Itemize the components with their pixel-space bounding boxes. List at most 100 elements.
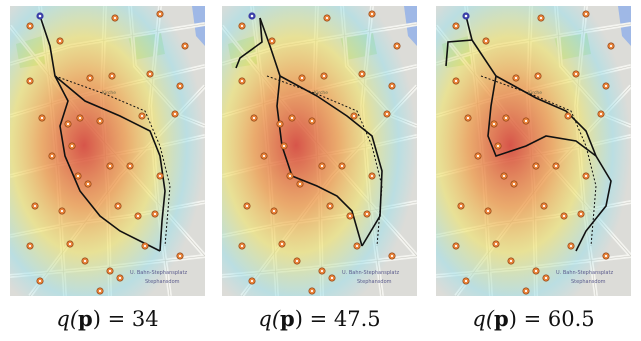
poi-marker-icon [318, 162, 326, 170]
poi-marker-icon [542, 274, 550, 282]
map-label: Stephansdom [357, 279, 392, 285]
poi-marker-icon [512, 74, 520, 82]
map-label: Stephansdom [145, 279, 180, 285]
poi-marker-icon [138, 112, 146, 120]
map-image: U. Bahn-Stephansplatz Stephansdom Kirche [10, 6, 205, 296]
poi-marker-icon [388, 252, 396, 260]
poi-marker-icon [582, 10, 590, 18]
poi-marker-icon [64, 120, 72, 128]
poi-marker-icon [502, 114, 510, 122]
map-panel-3: U. Bahn-Stephansplatz Stephansdom Kirche [436, 6, 631, 296]
poi-marker-icon [353, 242, 361, 250]
poi-marker-icon [457, 202, 465, 210]
poi-marker-icon [564, 112, 572, 120]
poi-marker-icon [388, 82, 396, 90]
poi-marker-icon [500, 172, 508, 180]
poi-marker-icon [582, 172, 590, 180]
poi-marker-icon [534, 72, 542, 80]
poi-marker-icon [537, 14, 545, 22]
poi-marker-icon [350, 112, 358, 120]
caption-1: q(p) = 34 [56, 306, 159, 331]
poi-marker-icon [482, 37, 490, 45]
poi-marker-icon [308, 117, 316, 125]
map-label: Stephansdom [571, 279, 606, 285]
poi-marker-icon [393, 42, 401, 50]
poi-marker-icon [560, 212, 568, 220]
poi-marker-icon [293, 257, 301, 265]
poi-marker-icon [572, 70, 580, 78]
poi-marker-icon [81, 257, 89, 265]
poi-marker-icon [86, 74, 94, 82]
poi-marker-icon [318, 267, 326, 275]
poi-marker-icon [597, 110, 605, 118]
poi-marker-icon [181, 42, 189, 50]
poi-marker-icon [320, 72, 328, 80]
map-label: Kirche [528, 90, 542, 96]
poi-marker-icon [602, 252, 610, 260]
poi-marker-icon [308, 287, 316, 295]
map-label: Kirche [102, 90, 116, 96]
poi-marker-icon [106, 267, 114, 275]
poi-marker-icon [464, 114, 472, 122]
map-pin-icon [36, 12, 44, 20]
poi-marker-icon [238, 242, 246, 250]
poi-marker-icon [48, 152, 56, 160]
poi-marker-icon [96, 287, 104, 295]
poi-marker-icon [323, 14, 331, 22]
poi-marker-icon [36, 277, 44, 285]
map-label: U. Bahn-Stephansplatz [556, 270, 613, 276]
poi-marker-icon [108, 72, 116, 80]
poi-marker-icon [474, 152, 482, 160]
poi-marker-icon [452, 242, 460, 250]
poi-marker-icon [328, 274, 336, 282]
poi-marker-icon [141, 242, 149, 250]
map-label: U. Bahn-Stephansplatz [342, 270, 399, 276]
map-image: U. Bahn-Stephansplatz Stephansdom Kirche [222, 6, 417, 296]
poi-marker-icon [176, 252, 184, 260]
poi-marker-icon [243, 202, 251, 210]
poi-marker-icon [31, 202, 39, 210]
poi-marker-icon [268, 37, 276, 45]
poi-marker-icon [383, 110, 391, 118]
quality-value: 34 [131, 307, 159, 331]
poi-marker-icon [68, 142, 76, 150]
poi-marker-icon [607, 42, 615, 50]
poi-marker-icon [276, 120, 284, 128]
poi-marker-icon [532, 267, 540, 275]
poi-marker-icon [452, 22, 460, 30]
poi-marker-icon [58, 207, 66, 215]
poi-marker-icon [280, 142, 288, 150]
poi-marker-icon [56, 37, 64, 45]
poi-marker-icon [288, 114, 296, 122]
poi-marker-icon [250, 114, 258, 122]
poi-marker-icon [84, 180, 92, 188]
poi-marker-icon [111, 14, 119, 22]
poi-marker-icon [238, 77, 246, 85]
poi-marker-icon [552, 162, 560, 170]
map-label: U. Bahn-Stephansplatz [130, 270, 187, 276]
poi-marker-icon [96, 117, 104, 125]
poi-marker-icon [248, 277, 256, 285]
poi-marker-icon [76, 114, 84, 122]
poi-marker-icon [510, 180, 518, 188]
poi-marker-icon [38, 114, 46, 122]
poi-marker-icon [522, 117, 530, 125]
poi-marker-icon [151, 210, 159, 218]
poi-marker-icon [338, 162, 346, 170]
poi-marker-icon [66, 240, 74, 248]
poi-marker-icon [278, 240, 286, 248]
quality-value: 47.5 [333, 307, 381, 331]
poi-marker-icon [532, 162, 540, 170]
caption-3: q(p) = 60.5 [472, 306, 595, 331]
caption-2: q(p) = 47.5 [258, 306, 381, 331]
poi-marker-icon [270, 207, 278, 215]
poi-marker-icon [567, 242, 575, 250]
map-label: Kirche [314, 90, 328, 96]
map-image: U. Bahn-Stephansplatz Stephansdom Kirche [436, 6, 631, 296]
poi-marker-icon [494, 142, 502, 150]
poi-marker-icon [114, 202, 122, 210]
poi-marker-icon [171, 110, 179, 118]
poi-marker-icon [238, 22, 246, 30]
poi-marker-icon [326, 202, 334, 210]
poi-marker-icon [522, 287, 530, 295]
